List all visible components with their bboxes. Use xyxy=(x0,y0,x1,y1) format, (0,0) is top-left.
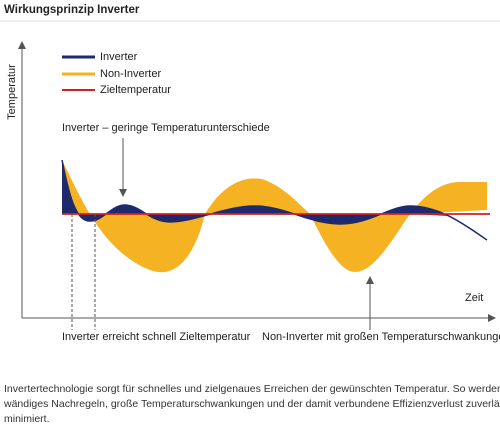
paragraph-line: wändiges Nachregeln, große Temperatursch… xyxy=(3,398,500,410)
inverter-line xyxy=(61,159,488,241)
paragraph-line: Invertertechnologie sorgt für schnelles … xyxy=(4,383,500,395)
y-axis-label: Temperatur xyxy=(6,64,18,120)
x-axis-label: Zeit xyxy=(465,292,483,304)
inverter-area xyxy=(62,160,450,224)
annotation: Non-Inverter mit großen Temperaturschwan… xyxy=(262,331,500,343)
annotation: Inverter – geringe Temperaturunterschied… xyxy=(62,122,270,134)
legend-label: Inverter xyxy=(100,51,138,63)
legend-label: Non-Inverter xyxy=(100,68,161,80)
paragraph-line: minimiert. xyxy=(4,413,50,425)
annotation: Inverter erreicht schnell Zieltemperatur xyxy=(62,331,251,343)
title: Wirkungsprinzip Inverter xyxy=(4,4,140,16)
non-inverter-area xyxy=(62,160,487,273)
legend-label: Zieltemperatur xyxy=(100,84,171,96)
